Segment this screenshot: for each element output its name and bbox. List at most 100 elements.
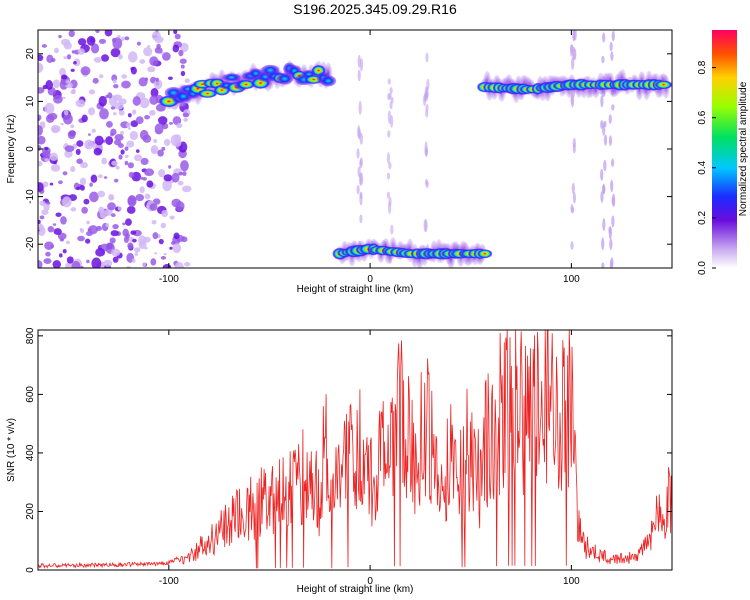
noise-blob: [174, 33, 181, 40]
noise-blob: [134, 252, 138, 256]
snr-y-tick-label: 600: [25, 386, 36, 403]
noise-blob: [142, 177, 147, 181]
noise-blob: [128, 171, 135, 178]
noise-streak: [356, 184, 360, 195]
noise-blob: [77, 235, 85, 242]
noise-blob: [73, 60, 77, 65]
noise-streak: [386, 152, 391, 164]
noise-streak: [610, 179, 614, 193]
noise-blob: [38, 259, 43, 268]
noise-blob: [140, 157, 149, 166]
noise-blob: [184, 261, 191, 267]
noise-blob: [160, 222, 167, 229]
noise-blob: [139, 176, 144, 180]
noise-blob: [127, 195, 137, 207]
noise-streak: [609, 260, 613, 268]
noise-blob: [110, 230, 119, 237]
noise-blob: [133, 247, 141, 253]
noise-blob: [130, 67, 135, 71]
noise-blob: [86, 220, 90, 225]
noise-blob: [38, 135, 46, 145]
colorbar: 0.0 0.2 0.4 0.6 0.8 Normalized spectral ampl…: [697, 30, 749, 275]
noise-blob: [118, 54, 123, 60]
noise-blob: [88, 225, 98, 235]
snr-x-tick-label: 100: [563, 576, 580, 587]
noise-streak: [602, 183, 606, 195]
noise-streak: [573, 48, 577, 61]
noise-blob: [60, 216, 67, 225]
noise-blob: [103, 176, 108, 179]
noise-blob: [163, 252, 167, 256]
noise-blob: [122, 228, 129, 237]
noise-blob: [38, 54, 44, 62]
noise-blob: [124, 154, 129, 159]
noise-blob: [95, 225, 103, 232]
noise-blob: [45, 114, 55, 123]
noise-blob: [126, 140, 135, 148]
noise-blob: [113, 84, 119, 89]
noise-streak: [603, 159, 607, 172]
band-core: [276, 73, 294, 85]
noise-blob: [124, 160, 129, 166]
noise-blob: [38, 225, 44, 231]
noise-blob: [123, 236, 129, 243]
noise-streak: [389, 87, 393, 95]
noise-streak: [571, 182, 575, 195]
noise-blob: [62, 171, 68, 176]
noise-blob: [132, 238, 137, 243]
noise-streak: [390, 224, 394, 235]
noise-blob: [44, 102, 55, 114]
noise-blob: [70, 207, 77, 212]
band-core: [198, 89, 217, 98]
noise-blob: [50, 125, 61, 133]
noise-streak: [608, 135, 613, 146]
noise-blob: [181, 185, 192, 193]
noise-streak: [571, 206, 575, 214]
noise-blob: [161, 209, 169, 218]
noise-blob: [139, 59, 146, 64]
noise-blob: [114, 134, 124, 141]
noise-blob: [89, 191, 99, 203]
noise-streak: [359, 214, 363, 224]
noise-blob: [87, 133, 91, 136]
noise-blob: [144, 114, 150, 120]
noise-blob: [133, 154, 143, 162]
noise-streak: [601, 262, 605, 268]
noise-blob: [93, 57, 102, 63]
noise-blob: [154, 252, 158, 255]
noise-blob: [131, 109, 137, 115]
noise-blob: [95, 30, 100, 34]
noise-blob: [38, 125, 43, 136]
colorbar-tick-label: 0.4: [697, 160, 708, 174]
noise-blob: [68, 30, 75, 38]
noise-streak: [570, 241, 574, 250]
noise-blob: [153, 79, 163, 90]
noise-blob: [65, 240, 70, 245]
noise-blob: [58, 253, 63, 258]
noise-blob: [53, 228, 62, 236]
noise-blob: [62, 113, 73, 125]
noise-blob: [47, 225, 55, 233]
snr-x-tick-label: 0: [367, 576, 373, 587]
noise-blob: [115, 165, 120, 170]
noise-blob: [100, 54, 110, 62]
noise-streak: [388, 196, 392, 207]
noise-blob: [168, 165, 172, 169]
noise-blob: [127, 113, 132, 118]
noise-blob: [38, 182, 44, 192]
snr-y-tick-label: 800: [25, 327, 36, 344]
heatmap-y-tick-label: 20: [25, 48, 36, 60]
noise-blob: [75, 99, 86, 108]
noise-streak: [600, 95, 604, 108]
noise-blob: [105, 94, 109, 99]
noise-blob: [174, 261, 184, 268]
snr-plot-area: [38, 330, 672, 570]
noise-blob: [153, 138, 158, 144]
noise-blob: [163, 174, 173, 182]
noise-streak: [603, 134, 608, 146]
noise-blob: [89, 182, 93, 187]
noise-blob: [112, 256, 119, 263]
noise-blob: [182, 112, 189, 118]
noise-blob: [92, 77, 99, 84]
noise-blob: [121, 80, 131, 89]
